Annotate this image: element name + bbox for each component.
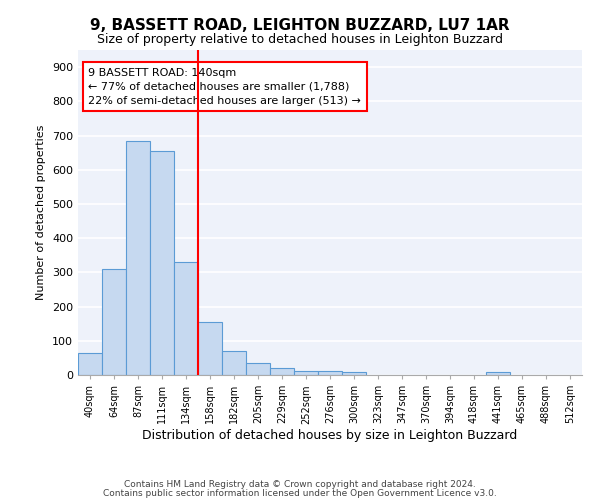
Bar [174,262,198,375]
Text: Contains public sector information licensed under the Open Government Licence v3: Contains public sector information licen… [103,489,497,498]
Bar [342,372,366,375]
Bar [78,353,102,375]
X-axis label: Distribution of detached houses by size in Leighton Buzzard: Distribution of detached houses by size … [142,429,518,442]
Bar [222,351,246,375]
Y-axis label: Number of detached properties: Number of detached properties [37,125,46,300]
Bar [294,371,318,375]
Text: Contains HM Land Registry data © Crown copyright and database right 2024.: Contains HM Land Registry data © Crown c… [124,480,476,489]
Bar [126,140,150,375]
Bar [198,322,222,375]
Bar [150,151,174,375]
Bar [318,371,342,375]
Bar [102,269,126,375]
Bar [486,372,510,375]
Text: 9 BASSETT ROAD: 140sqm
← 77% of detached houses are smaller (1,788)
22% of semi-: 9 BASSETT ROAD: 140sqm ← 77% of detached… [88,68,361,106]
Text: 9, BASSETT ROAD, LEIGHTON BUZZARD, LU7 1AR: 9, BASSETT ROAD, LEIGHTON BUZZARD, LU7 1… [90,18,510,32]
Bar [270,368,294,375]
Bar [246,363,270,375]
Text: Size of property relative to detached houses in Leighton Buzzard: Size of property relative to detached ho… [97,32,503,46]
